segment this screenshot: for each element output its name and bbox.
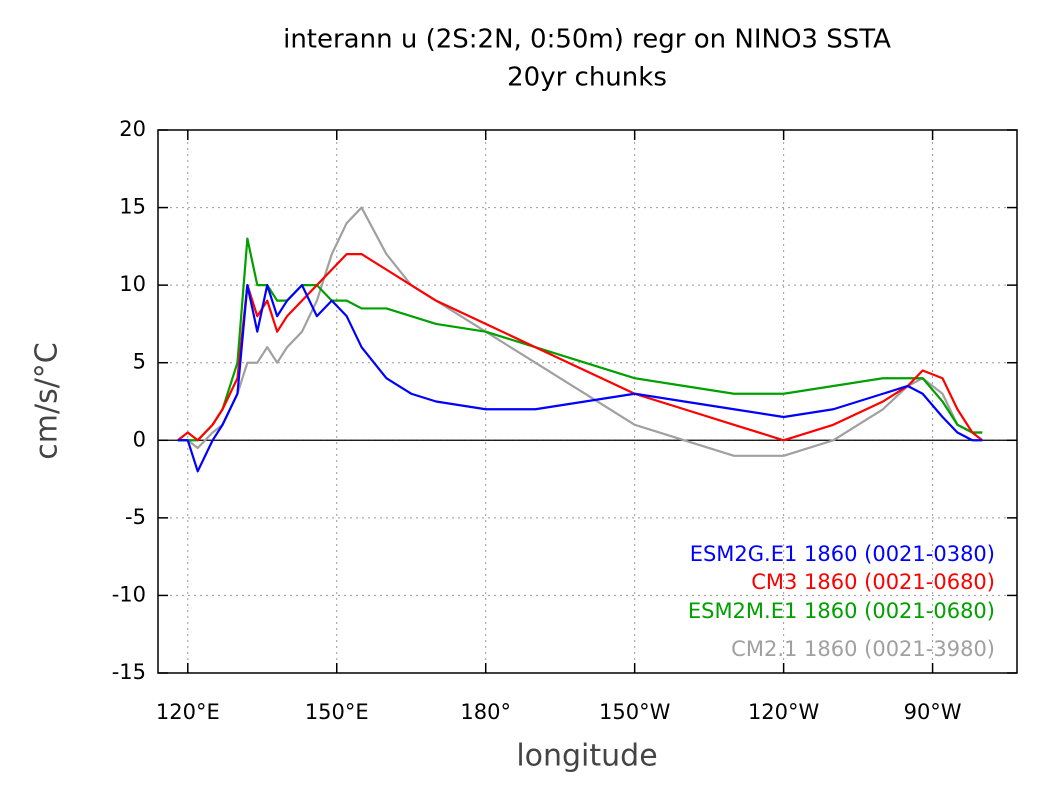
y-tick-label: 0 bbox=[133, 427, 146, 451]
y-tick-label: 10 bbox=[119, 272, 146, 296]
y-tick-label: 20 bbox=[119, 117, 146, 141]
y-tick-label: 5 bbox=[133, 350, 146, 374]
x-axis-label: longitude bbox=[516, 739, 657, 774]
x-tick-label: 150°W bbox=[599, 700, 671, 724]
y-tick-label: -10 bbox=[112, 582, 146, 606]
y-tick-label: 15 bbox=[119, 195, 146, 219]
series-line bbox=[177, 206, 983, 457]
legend-entry: CM2.1 1860 (0021-3980) bbox=[731, 637, 995, 661]
series-line bbox=[177, 237, 983, 442]
chart-title: interann u (2S:2N, 0:50m) regr on NINO3 … bbox=[283, 25, 891, 55]
x-tick-label: 150°E bbox=[305, 700, 369, 724]
series-line bbox=[177, 284, 983, 473]
chart-subtitle: 20yr chunks bbox=[507, 63, 667, 93]
lines bbox=[158, 206, 1017, 473]
x-tick-label: 120°E bbox=[156, 700, 220, 724]
legend-entry: ESM2G.E1 1860 (0021-0380) bbox=[690, 542, 995, 566]
x-tick-label: 180° bbox=[460, 700, 511, 724]
x-tick-label: 120°W bbox=[748, 700, 820, 724]
x-tick-label: 90°W bbox=[904, 700, 962, 724]
legend-entry: CM3 1860 (0021-0680) bbox=[751, 570, 995, 594]
y-tick-label: -15 bbox=[112, 660, 146, 684]
series-line bbox=[177, 253, 983, 442]
plot-frame bbox=[157, 129, 1018, 674]
y-tick-label: -5 bbox=[125, 505, 146, 529]
y-axis-label: cm/s/°C bbox=[30, 342, 65, 460]
legend-entry: ESM2M.E1 1860 (0021-0680) bbox=[688, 599, 995, 623]
